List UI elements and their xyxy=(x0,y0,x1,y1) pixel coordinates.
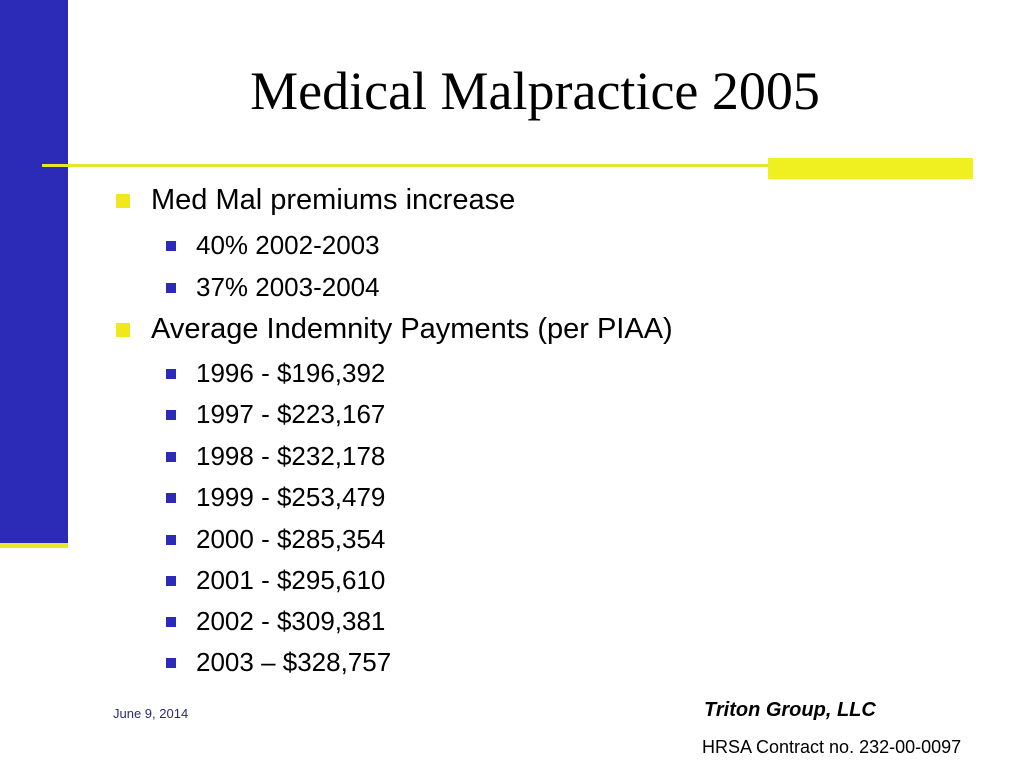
square-bullet-icon xyxy=(166,657,176,668)
sub-bullet-item: 1997 - $223,167 xyxy=(166,399,385,430)
sub-bullet-item: 40% 2002-2003 xyxy=(166,230,380,261)
sub-bullet-item: 1999 - $253,479 xyxy=(166,482,385,513)
square-bullet-icon xyxy=(166,616,176,627)
square-bullet-icon xyxy=(166,368,176,379)
sub-bullet-text: 2001 - $295,610 xyxy=(196,565,386,595)
sub-bullet-text: 37% 2003-2004 xyxy=(196,272,380,302)
sub-bullet-item: 1998 - $232,178 xyxy=(166,441,385,472)
sub-bullet-item: 2000 - $285,354 xyxy=(166,524,385,555)
bullet-item: Med Mal premiums increase xyxy=(116,184,515,217)
title-divider-block xyxy=(768,158,973,179)
left-accent-bar xyxy=(0,0,68,543)
sub-bullet-text: 1997 - $223,167 xyxy=(196,399,386,429)
bullet-text: Average Indemnity Payments (per PIAA) xyxy=(151,313,673,345)
footer-date: June 9, 2014 xyxy=(113,706,189,721)
title-divider-line xyxy=(42,164,772,167)
square-bullet-icon xyxy=(166,534,176,545)
sub-bullet-item: 2001 - $295,610 xyxy=(166,565,385,596)
sub-bullet-text: 2000 - $285,354 xyxy=(196,524,386,554)
square-bullet-icon xyxy=(166,451,176,462)
sub-bullet-text: 1999 - $253,479 xyxy=(196,482,386,512)
left-accent-underline xyxy=(0,543,68,548)
sub-bullet-item: 1996 - $196,392 xyxy=(166,358,385,389)
sub-bullet-item: 2002 - $309,381 xyxy=(166,606,385,637)
sub-bullet-text: 1996 - $196,392 xyxy=(196,358,386,388)
sub-bullet-item: 37% 2003-2004 xyxy=(166,272,380,303)
sub-bullet-item: 2003 – $328,757 xyxy=(166,647,391,678)
bullet-text: Med Mal premiums increase xyxy=(151,184,516,216)
square-bullet-icon xyxy=(116,193,130,208)
bullet-item: Average Indemnity Payments (per PIAA) xyxy=(116,313,673,346)
slide-title: Medical Malpractice 2005 xyxy=(250,61,820,121)
square-bullet-icon xyxy=(166,492,176,503)
footer-company: Triton Group, LLC xyxy=(704,699,876,721)
sub-bullet-text: 2002 - $309,381 xyxy=(196,606,386,636)
sub-bullet-text: 2003 – $328,757 xyxy=(196,647,392,677)
square-bullet-icon xyxy=(116,322,130,337)
footer-contract: HRSA Contract no. 232-00-0097 xyxy=(702,737,962,757)
sub-bullet-text: 40% 2002-2003 xyxy=(196,230,380,260)
square-bullet-icon xyxy=(166,282,176,293)
square-bullet-icon xyxy=(166,575,176,586)
square-bullet-icon xyxy=(166,409,176,420)
square-bullet-icon xyxy=(166,240,176,251)
sub-bullet-text: 1998 - $232,178 xyxy=(196,441,386,471)
